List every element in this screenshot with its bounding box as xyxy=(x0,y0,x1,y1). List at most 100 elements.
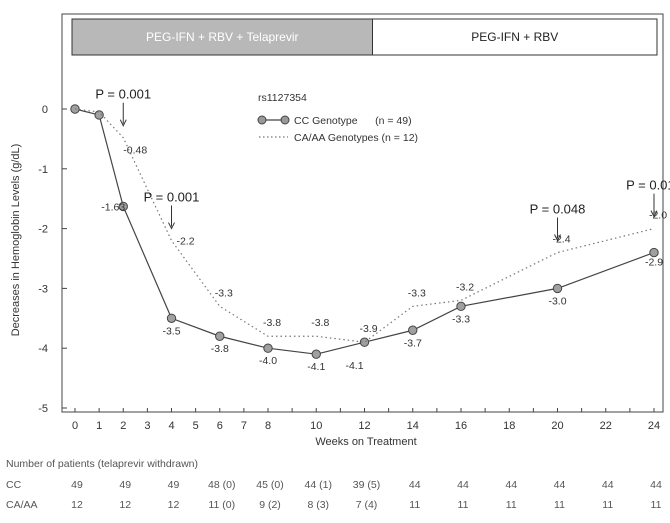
cc-data-point xyxy=(215,331,225,341)
y-tick-label: 0 xyxy=(42,104,48,116)
table-cell: 11 xyxy=(602,499,613,511)
p-value-label: P = 0.001 xyxy=(95,87,151,102)
p-value-arrow-head xyxy=(650,210,658,218)
axes-group: 0-1-2-3-4-50 1 2 3 4 5 6 7 8 10 12 14 16 18 20 22 24 xyxy=(38,13,664,432)
table-cell: 44 xyxy=(505,479,517,491)
legend-cc-label: CC Genotype (n = 49) xyxy=(294,115,412,127)
table-cell: 7 (4) xyxy=(356,499,378,511)
ca-aa-data-label: -3.3 xyxy=(408,287,426,299)
table-cell: 44 xyxy=(409,479,421,491)
cc-data-label: -1.63 xyxy=(101,201,125,213)
extra-data-label: -4.1 xyxy=(345,360,363,372)
cc-data-point xyxy=(359,337,370,347)
x-tick-label: 14 xyxy=(407,420,419,432)
ca-aa-data-label: -3.2 xyxy=(456,281,474,293)
ca-aa-data-label: -3.8 xyxy=(263,317,281,329)
cc-data-point xyxy=(166,313,177,323)
phase-bar-peg-rbv xyxy=(372,18,658,56)
x-tick-label: 7 xyxy=(241,420,247,432)
table-cell: 44 xyxy=(457,479,469,491)
phase-bar-telaprevir xyxy=(71,18,373,56)
x-tick-label: 12 xyxy=(358,420,370,432)
cc-data-point xyxy=(408,325,418,335)
y-tick-label: -1 xyxy=(38,164,48,176)
table-cell: 39 (5) xyxy=(353,479,380,491)
ca-aa-data-label: -3.3 xyxy=(215,287,233,299)
cc-data-point xyxy=(94,110,104,120)
table-cell: 12 xyxy=(168,499,180,511)
x-tick-label: 22 xyxy=(600,420,612,432)
cc-data-point xyxy=(263,343,273,353)
x-tick-label: 4 xyxy=(168,420,174,432)
data-labels-layer: -1.63 -3.5 -3.8 -4.0 -4.1 -3.7 -3.3 -3.0 -2.9 -0.… xyxy=(101,145,667,373)
y-tick-label: -4 xyxy=(38,343,48,355)
y-axis-label: Decreases in Hemoglobin Levels (g/dL) xyxy=(10,144,22,337)
table-cell: 12 xyxy=(119,499,131,511)
table-cell: 9 (2) xyxy=(259,499,281,511)
p-value-label: P = 0.048 xyxy=(530,202,586,217)
table-cell: 44 (1) xyxy=(305,479,332,491)
cc-data-label: -3.0 xyxy=(548,295,566,307)
table-cell: 8 (3) xyxy=(307,499,329,511)
table-cell: 45 (0) xyxy=(256,479,283,491)
table-cell: 49 xyxy=(168,479,180,491)
table-row-label-cc: CC xyxy=(6,479,22,491)
table-cell: 44 xyxy=(602,479,614,491)
x-tick-label: 6 xyxy=(217,420,223,432)
x-tick-label: 18 xyxy=(503,420,515,432)
y-tick-label: -2 xyxy=(38,224,48,236)
ca-aa-data-label: -0.48 xyxy=(123,145,147,157)
table-cell: 49 xyxy=(119,479,131,491)
ca-aa-data-label: -2.2 xyxy=(176,236,194,248)
table-cell: 49 xyxy=(71,479,83,491)
cc-data-label: -3.8 xyxy=(211,343,229,355)
series-layer xyxy=(70,104,659,359)
cc-data-point xyxy=(118,201,128,212)
y-tick-label: -5 xyxy=(38,403,48,415)
p-value-label: P = 0.013 xyxy=(626,178,670,193)
cc-data-label: -4.1 xyxy=(307,361,325,373)
legend-cc-marker xyxy=(257,115,267,125)
table-cell: 48 (0) xyxy=(208,479,235,491)
cc-data-point xyxy=(311,349,321,359)
y-tick-label: -3 xyxy=(38,283,48,295)
cc-data-label: -2.9 xyxy=(645,257,663,269)
phase-label-peg-rbv: PEG-IFN + RBV xyxy=(471,30,558,44)
table-cell: 11 xyxy=(409,499,420,511)
cc-data-point xyxy=(552,283,563,294)
table-cell: 44 xyxy=(650,479,662,491)
legend: rs1127354 CC Genotype (n = 49) CA/AA Gen… xyxy=(257,92,418,144)
cc-data-label: -3.7 xyxy=(404,337,422,349)
x-tick-label: 0 xyxy=(72,420,78,432)
x-tick-label: 20 xyxy=(551,420,563,432)
x-tick-label: 16 xyxy=(455,420,467,432)
annotations-layer: P = 0.001 P = 0.001 P = 0.048 P = 0.013 xyxy=(95,87,670,242)
ca-aa-data-label: -3.8 xyxy=(311,317,329,329)
plot-frame xyxy=(61,13,664,413)
x-axis-label: Weeks on Treatment xyxy=(315,436,416,448)
cc-data-point xyxy=(456,301,466,312)
cc-data-label: -4.0 xyxy=(259,355,277,367)
phase-label-telaprevir: PEG-IFN + RBV + Telaprevir xyxy=(146,30,299,44)
table-cell: 11 xyxy=(506,499,517,511)
legend-ca-label: CA/AA Genotypes (n = 12) xyxy=(294,132,418,144)
p-value-arrow-head xyxy=(119,119,127,127)
x-tick-label: 8 xyxy=(265,420,271,432)
cc-data-point xyxy=(649,247,659,258)
table-row-label-ca-aa: CA/AA xyxy=(6,499,38,511)
x-tick-label: 5 xyxy=(193,420,199,432)
table-cell: 11 xyxy=(554,499,565,511)
legend-title: rs1127354 xyxy=(258,92,307,104)
cc-data-label: -3.3 xyxy=(452,313,470,325)
x-tick-label: 3 xyxy=(144,420,150,432)
table-cell: 11 xyxy=(651,499,662,511)
x-tick-label: 10 xyxy=(310,420,322,432)
table-cell: 44 xyxy=(554,479,566,491)
table-cell: 12 xyxy=(71,499,83,511)
x-tick-label: 2 xyxy=(120,420,126,432)
patients-table-title: Number of patients (telaprevir withdrawn… xyxy=(6,458,198,470)
table-cell: 11 xyxy=(458,499,469,511)
series-cc-line xyxy=(74,108,655,355)
x-tick-label: 24 xyxy=(648,420,660,432)
